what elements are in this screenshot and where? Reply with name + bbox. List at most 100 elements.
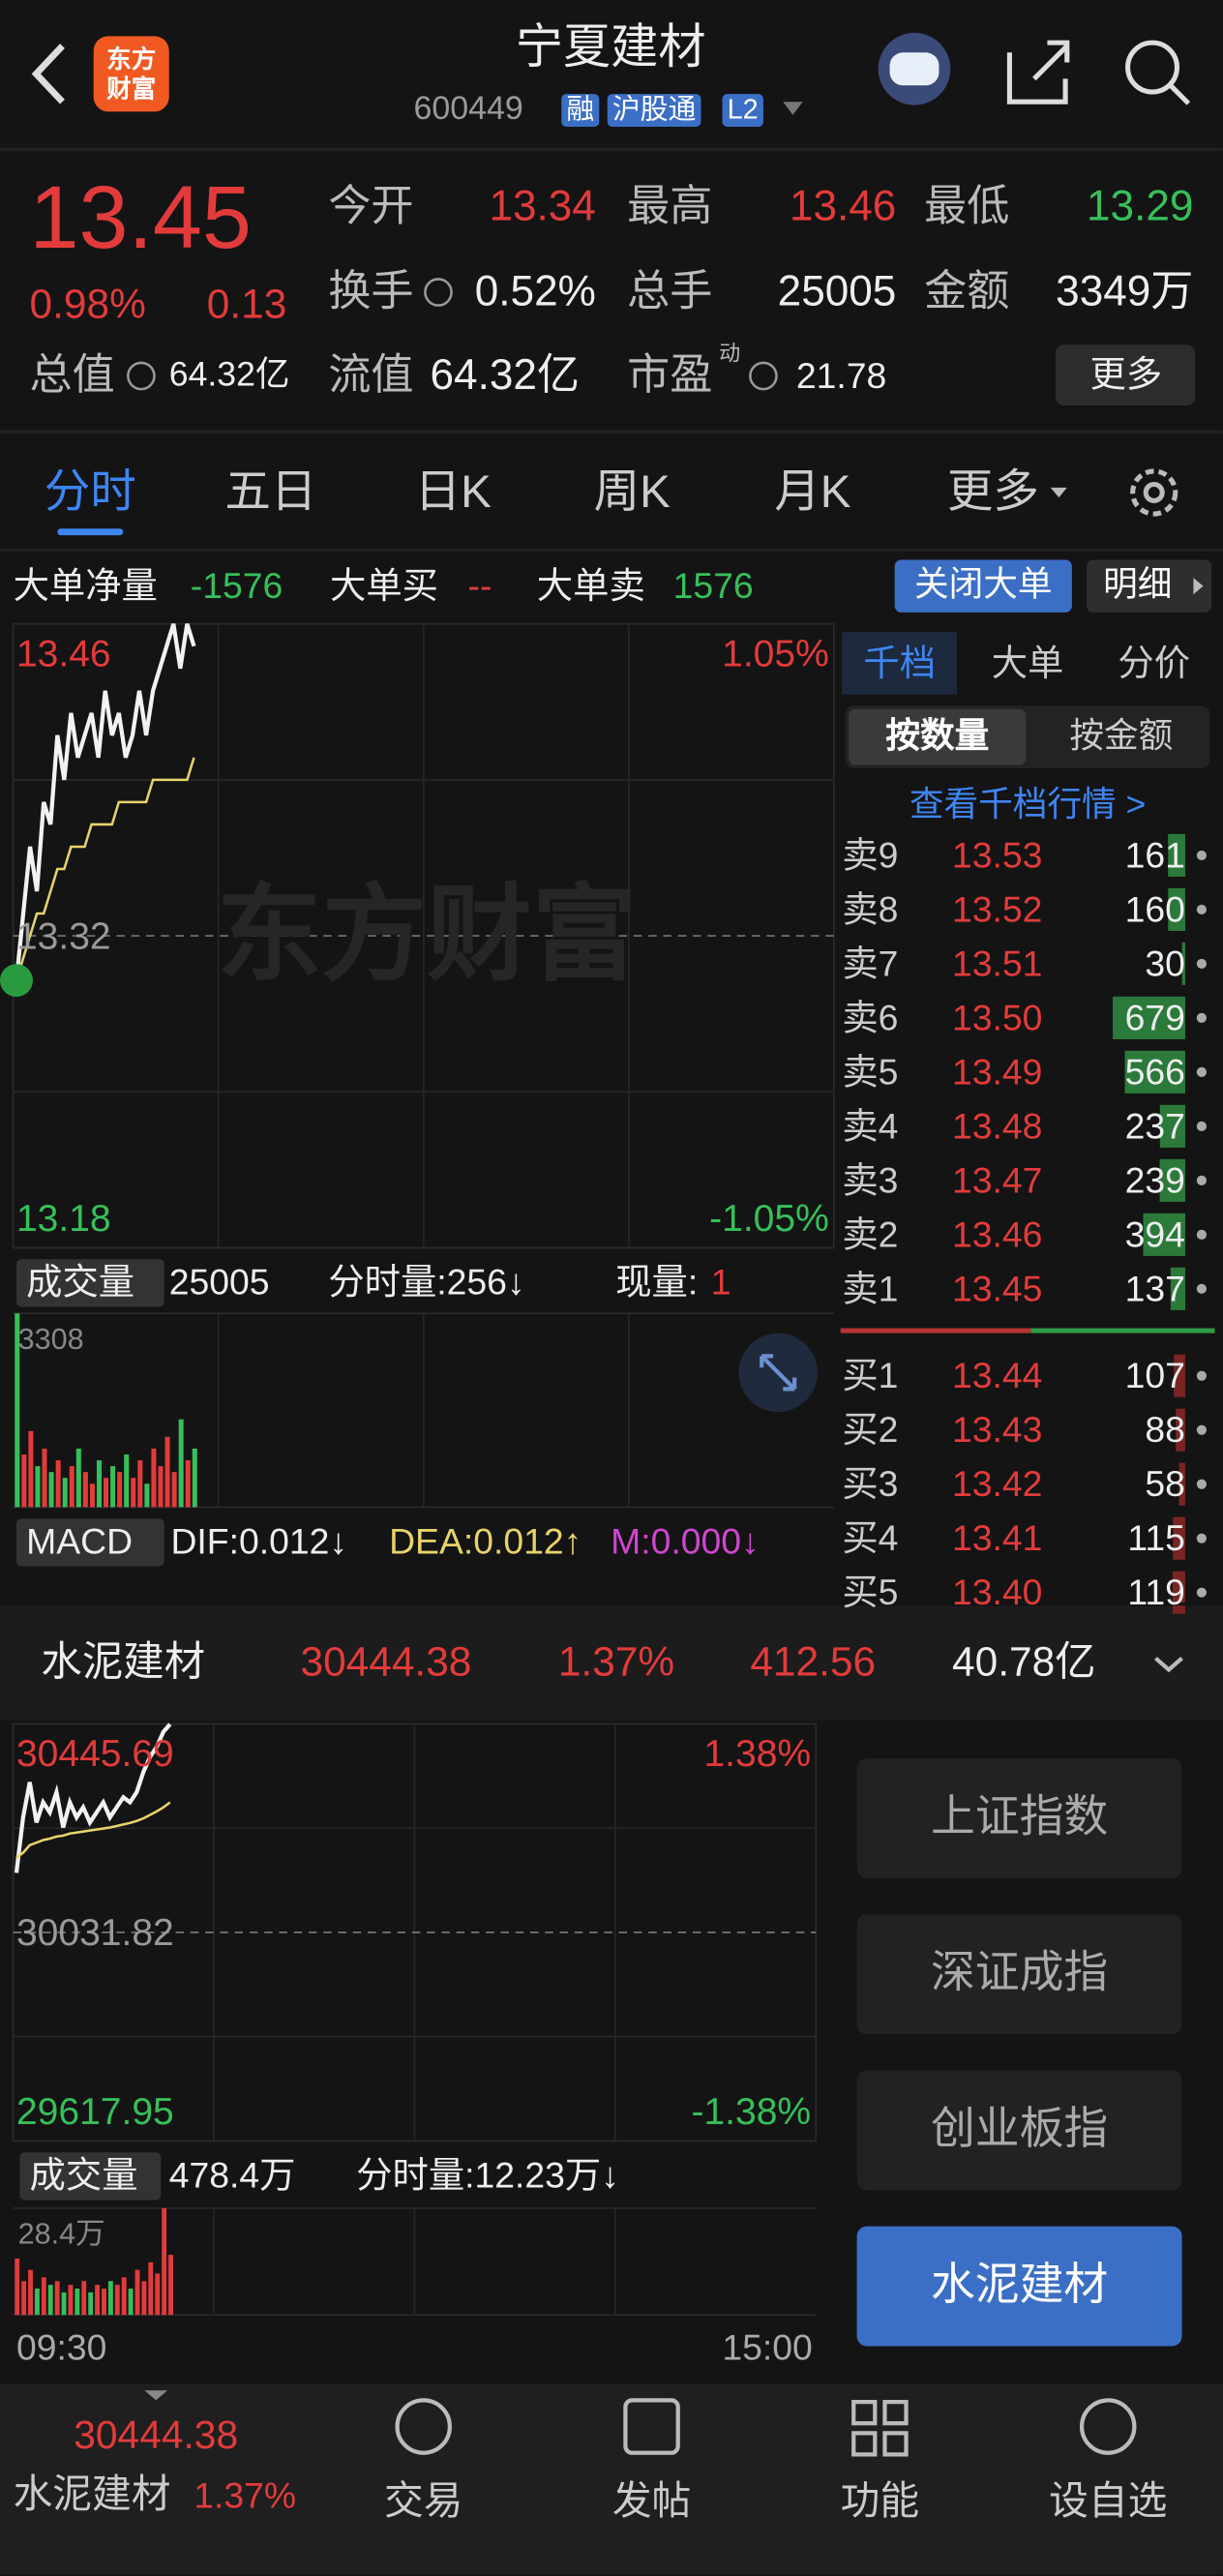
field-label: 总手: [627, 265, 713, 315]
panel-value: 分时量:12.23万↓: [356, 2154, 619, 2196]
post-icon[interactable]: [623, 2398, 680, 2455]
tab[interactable]: 五日: [224, 465, 317, 518]
volume-bar: [47, 2285, 53, 2316]
info-icon: [749, 361, 778, 391]
search-icon[interactable]: [1125, 40, 1180, 95]
y-tick-label: 30031.82: [15, 1910, 174, 1954]
more-button[interactable]: [1055, 344, 1196, 406]
search-handle: [1168, 83, 1191, 105]
detail-button[interactable]: [1087, 559, 1212, 613]
volume-bar: [28, 1430, 34, 1508]
field-value: 13.46: [789, 180, 897, 230]
index-button[interactable]: [856, 2070, 1182, 2191]
volume-select[interactable]: [15, 1259, 164, 1307]
close-big-order-button[interactable]: [894, 559, 1072, 613]
book-mode[interactable]: 按数量: [885, 717, 990, 756]
book-tab[interactable]: 分价: [1118, 642, 1191, 684]
header-divider: [0, 147, 1223, 152]
book-volume: 394: [1124, 1213, 1185, 1255]
tab[interactable]: 周K: [593, 465, 671, 518]
index-button-text[interactable]: 水泥建材: [930, 2260, 1109, 2310]
back-icon[interactable]: [31, 44, 65, 105]
index-button-text[interactable]: 深证成指: [930, 1947, 1109, 1997]
field-label: 总值: [29, 349, 115, 400]
nav-item[interactable]: 发帖: [612, 2479, 692, 2525]
tab[interactable]: 更多: [946, 465, 1039, 518]
field-value: 0.52%: [474, 265, 596, 315]
book-label: 卖6: [842, 997, 899, 1038]
share-icon[interactable]: [1006, 40, 1070, 105]
nav-item[interactable]: 交易: [384, 2479, 463, 2525]
index-button-text[interactable]: 创业板指: [930, 2104, 1109, 2154]
index-strip[interactable]: [0, 1605, 1223, 1722]
index-button-text[interactable]: 上证指数: [930, 1791, 1109, 1842]
panel-title[interactable]: 成交量: [26, 1261, 135, 1303]
book-label: 卖1: [842, 1268, 899, 1309]
book-volume-bar: [1113, 996, 1185, 1039]
book-volume-bar: [1168, 887, 1185, 931]
book-volume-bar: [1178, 1462, 1185, 1506]
series-line: [14, 1722, 172, 1873]
volume-bar: [15, 1313, 20, 1508]
book-tab[interactable]: 千档: [863, 642, 937, 684]
more-button-text[interactable]: 更多: [1089, 353, 1163, 395]
button-text[interactable]: 关闭大单: [914, 566, 1053, 605]
volume-bar: [178, 1419, 184, 1508]
book-mode[interactable]: 按金额: [1069, 717, 1174, 756]
book-dot: [1196, 1229, 1208, 1240]
book-price: 13.50: [952, 997, 1043, 1038]
book-label: 买2: [842, 1409, 899, 1451]
panel-title[interactable]: MACD: [26, 1520, 134, 1563]
nav-item[interactable]: 设自选: [1049, 2479, 1168, 2525]
panel-value: 478.4万: [168, 2154, 296, 2196]
book-label: 卖7: [842, 943, 899, 984]
settings-icon[interactable]: [1130, 468, 1178, 517]
book-volume: 239: [1124, 1159, 1185, 1201]
index-change: 412.56: [750, 1639, 877, 1686]
trade-icon[interactable]: [395, 2398, 452, 2455]
tab[interactable]: 日K: [414, 465, 492, 518]
book-volume: 58: [1145, 1463, 1185, 1505]
tab[interactable]: 分时: [44, 465, 136, 518]
nav-caret: [144, 2390, 168, 2401]
book-link[interactable]: 查看千档行情 >: [909, 786, 1147, 824]
index-button-active[interactable]: [856, 2226, 1182, 2347]
book-volume-bar: [1143, 1213, 1185, 1256]
y-tick-label: 28.4万: [17, 2217, 105, 2251]
change-pct: 0.98%: [29, 282, 146, 328]
button-text[interactable]: 明细: [1103, 566, 1173, 605]
book-price: 13.40: [952, 1572, 1043, 1613]
macd-select[interactable]: [15, 1518, 164, 1567]
panel-label: 现量:: [615, 1261, 699, 1303]
panel-title[interactable]: 成交量: [29, 2154, 138, 2196]
volume-bar: [34, 2289, 40, 2316]
volume-bar: [134, 2269, 140, 2316]
index-button[interactable]: [856, 1758, 1182, 1878]
volume-bar: [69, 1466, 75, 1508]
volume-bar: [82, 1472, 88, 1508]
volume-bar: [21, 1454, 27, 1508]
index-volume-select[interactable]: [19, 2152, 162, 2201]
function-icon[interactable]: [851, 2400, 909, 2457]
book-tab[interactable]: 大单: [991, 642, 1064, 684]
volume-bar: [89, 1483, 95, 1508]
strip-chevron[interactable]: [1154, 1656, 1183, 1673]
volume-bar: [144, 1483, 150, 1508]
dropdown-icon[interactable]: [783, 102, 803, 115]
tag: 融: [561, 94, 600, 127]
logo[interactable]: [93, 36, 169, 112]
nav-index-name: 水泥建材: [13, 2472, 171, 2518]
book-price: 13.42: [952, 1463, 1043, 1505]
volume-bar: [96, 1460, 102, 1508]
index-name: 水泥建材: [41, 1639, 206, 1686]
book-volume: 161: [1124, 834, 1185, 876]
tab[interactable]: 月K: [774, 465, 851, 518]
mode-active[interactable]: [849, 708, 1027, 765]
index-button[interactable]: [856, 1914, 1182, 2035]
order-tab-active[interactable]: [842, 632, 958, 695]
nav-item[interactable]: 功能: [840, 2479, 920, 2525]
watchlist-icon[interactable]: [1079, 2398, 1137, 2455]
book-volume: 107: [1124, 1355, 1185, 1396]
book-volume-bar: [1174, 1354, 1185, 1397]
book-volume-bar: [1159, 1158, 1185, 1202]
